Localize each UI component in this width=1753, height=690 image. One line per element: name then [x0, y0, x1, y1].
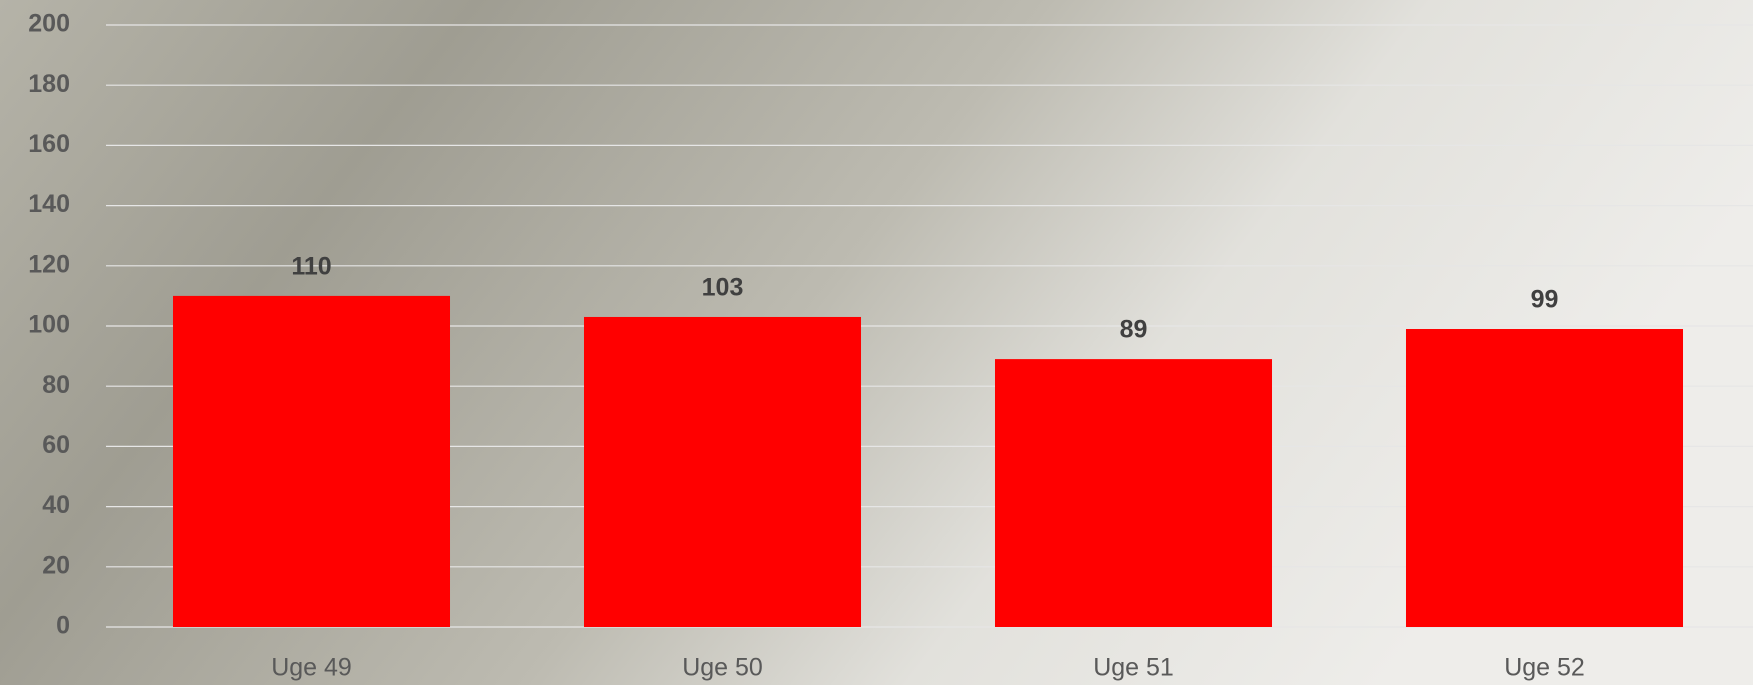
data-label: 103 — [702, 274, 744, 302]
data-label: 110 — [291, 253, 331, 281]
bar — [583, 316, 862, 627]
y-tick-label: 20 — [42, 551, 70, 579]
bar — [1405, 329, 1684, 627]
y-tick-label: 140 — [28, 190, 70, 218]
y-tick-label: 60 — [42, 431, 70, 459]
y-tick-label: 80 — [42, 371, 70, 399]
bar — [172, 295, 451, 627]
bar — [994, 359, 1273, 627]
y-tick-label: 0 — [56, 612, 70, 640]
y-tick-label: 120 — [28, 250, 70, 278]
data-label: 99 — [1531, 286, 1559, 314]
y-tick-label: 200 — [28, 10, 70, 38]
y-tick-label: 40 — [42, 491, 70, 519]
x-tick-label: Uge 50 — [682, 654, 763, 682]
data-label: 89 — [1120, 316, 1148, 344]
x-tick-label: Uge 49 — [271, 654, 352, 682]
y-tick-label: 160 — [28, 130, 70, 158]
x-tick-label: Uge 52 — [1504, 654, 1585, 682]
x-tick-label: Uge 51 — [1093, 654, 1174, 682]
y-tick-label: 100 — [28, 311, 70, 339]
y-tick-label: 180 — [28, 70, 70, 98]
